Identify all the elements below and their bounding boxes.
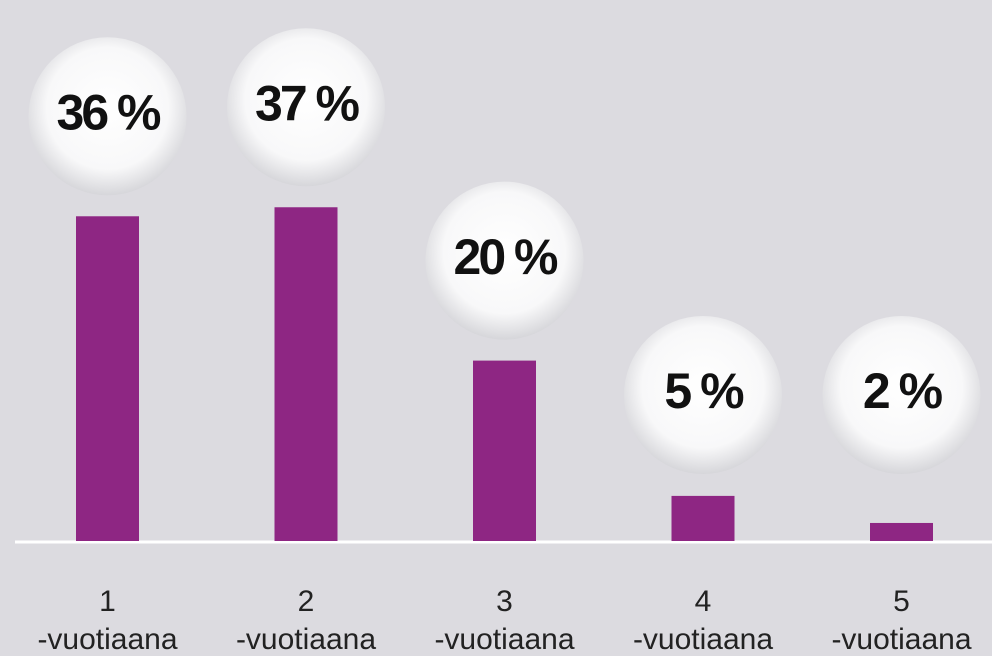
label-bubble (227, 28, 385, 187)
label-bubble (822, 316, 981, 474)
x-tick-label: 1 (99, 585, 116, 618)
bar (870, 522, 933, 541)
bar (274, 207, 338, 541)
x-tick-suffix: -vuotiaana (37, 623, 177, 656)
label-bubble (425, 181, 584, 340)
value-label: 5 % (664, 363, 744, 419)
value-label: 2 % (863, 363, 943, 419)
bar (671, 495, 735, 541)
value-label: 20 % (454, 229, 559, 285)
value-label: 37 % (255, 75, 360, 131)
label-bubble (624, 316, 782, 474)
x-tick-label: 5 (893, 585, 910, 618)
x-tick-suffix: -vuotiaana (236, 623, 376, 656)
bar (76, 216, 139, 541)
value-label: 36 % (57, 84, 162, 140)
x-tick-suffix: -vuotiaana (434, 623, 574, 656)
x-tick-suffix: -vuotiaana (633, 623, 773, 656)
x-tick-label: 3 (496, 585, 513, 618)
x-tick-label: 4 (695, 585, 712, 618)
bar (473, 360, 536, 541)
x-tick-suffix: -vuotiaana (831, 623, 971, 656)
x-tick-label: 2 (298, 585, 315, 618)
label-bubble (28, 37, 187, 196)
